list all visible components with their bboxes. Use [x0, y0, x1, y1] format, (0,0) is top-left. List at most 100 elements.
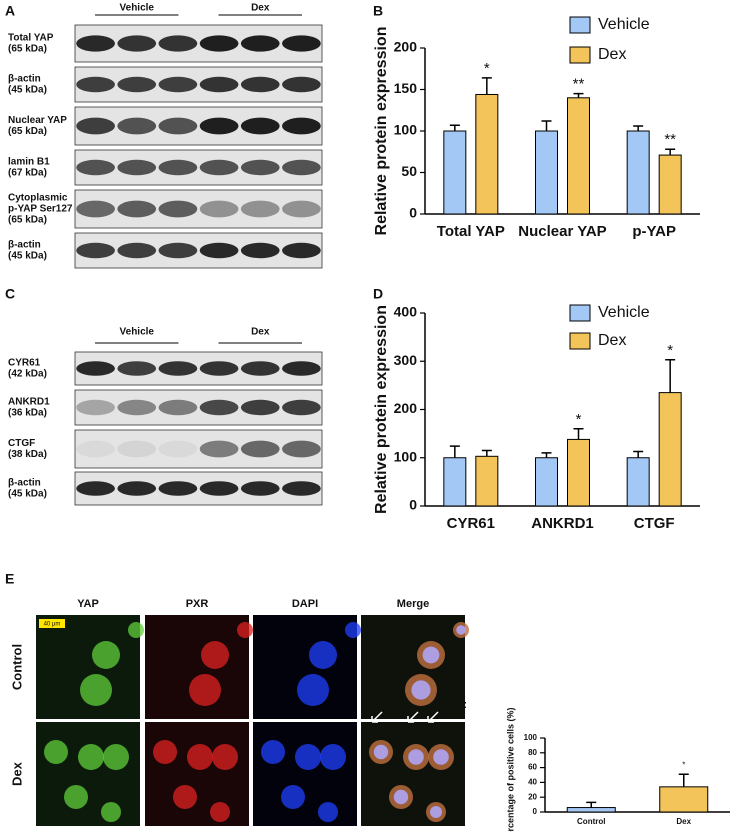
y-tick-label: 80 — [528, 748, 537, 757]
bar — [567, 97, 590, 215]
x-tick-label: CTGF — [634, 515, 675, 532]
blot-band — [282, 159, 321, 176]
y-tick-label: 200 — [394, 39, 418, 55]
blot-label: CYR61 — [8, 358, 41, 369]
blot-band — [117, 361, 157, 376]
blot-band — [282, 35, 321, 52]
y-axis-label: Percentage of positive cells (%) — [505, 707, 515, 832]
error-bar — [573, 428, 584, 440]
panel-letter: A — [5, 3, 15, 19]
cell — [433, 749, 449, 765]
x-tick-label: p-YAP — [632, 223, 676, 240]
blot-label: (38 kDa) — [8, 449, 47, 460]
legend-swatch — [569, 304, 591, 322]
cell — [456, 625, 466, 635]
blot-label: (45 kDa) — [8, 489, 47, 500]
bar — [567, 438, 590, 507]
blot-label: Nuclear YAP — [8, 115, 67, 126]
cell — [318, 802, 338, 822]
arrow — [371, 711, 383, 723]
blot-band — [117, 481, 157, 496]
error-bar — [449, 445, 460, 458]
cell — [408, 749, 424, 765]
blot-label: p-YAP Ser127 — [8, 204, 73, 215]
blot-label: β-actin — [8, 74, 41, 85]
cell — [80, 674, 112, 706]
error-bar — [678, 773, 689, 787]
arrow-head — [427, 716, 434, 723]
blot-band — [117, 200, 157, 218]
blot-band — [76, 200, 115, 218]
blot-label: β-actin — [8, 478, 41, 489]
y-tick-label: 400 — [394, 304, 418, 320]
legend-swatch — [569, 46, 591, 64]
cell — [103, 744, 129, 770]
y-tick-label: 40 — [528, 778, 537, 787]
legend-swatch — [569, 16, 591, 34]
column-label: YAP — [77, 598, 99, 610]
column-label: Merge — [397, 598, 429, 610]
error-bar — [481, 77, 492, 95]
blot-band — [282, 117, 321, 135]
y-tick-label: 50 — [401, 163, 417, 179]
blot-band — [158, 117, 198, 135]
bar — [659, 786, 709, 813]
significance: * — [484, 60, 490, 77]
error-bar — [449, 124, 460, 131]
blot-label: (45 kDa) — [8, 85, 47, 96]
blot-band — [240, 361, 280, 376]
blot-band — [76, 159, 115, 176]
blot-band — [199, 440, 239, 458]
blot-band — [117, 399, 157, 416]
blot-band — [199, 361, 239, 376]
row-label: Control — [9, 644, 24, 690]
blot-strip — [74, 232, 323, 269]
group-label: Vehicle — [120, 327, 155, 338]
group-label: Dex — [251, 3, 270, 14]
blot-label: Cytoplasmic — [8, 193, 68, 204]
column-label: PXR — [186, 598, 209, 610]
bar — [535, 130, 558, 215]
blot-band — [76, 361, 115, 376]
blot-label: (36 kDa) — [8, 408, 47, 419]
error-bar — [633, 450, 644, 458]
cell — [44, 740, 68, 764]
blot-strip — [74, 429, 323, 469]
blot-strip — [74, 24, 323, 63]
blot-band — [76, 117, 115, 135]
error-bar — [541, 452, 552, 458]
bar — [626, 130, 650, 215]
scale-bar — [39, 619, 65, 628]
blot-band — [76, 481, 115, 496]
arrow — [427, 711, 439, 723]
cell — [411, 680, 431, 700]
blot-strip — [74, 389, 323, 426]
cell — [430, 806, 442, 818]
x-tick-label: Control — [577, 817, 605, 826]
blot-band — [117, 159, 157, 176]
blot-strip — [74, 471, 323, 506]
cell — [320, 744, 346, 770]
blot-band — [117, 35, 157, 52]
significance: * — [682, 760, 685, 769]
blot-band — [76, 440, 115, 458]
legend-label: Dex — [598, 46, 626, 63]
bar — [626, 457, 650, 507]
legend-swatch — [569, 332, 591, 350]
bar — [658, 154, 682, 215]
cell — [212, 744, 238, 770]
group-label: Dex — [251, 327, 270, 338]
significance: ** — [573, 76, 585, 93]
bar — [658, 392, 682, 507]
cell — [237, 622, 253, 638]
blot-label: lamin B1 — [8, 157, 50, 168]
blot-band — [117, 76, 157, 93]
cell — [153, 740, 177, 764]
cell — [78, 744, 104, 770]
blot-label: ANKRD1 — [8, 397, 50, 408]
blot-strip — [74, 189, 323, 229]
panel-letter: E — [5, 571, 14, 587]
legend-label: Vehicle — [598, 16, 650, 33]
group-label: Vehicle — [120, 3, 155, 14]
cell — [128, 622, 144, 638]
